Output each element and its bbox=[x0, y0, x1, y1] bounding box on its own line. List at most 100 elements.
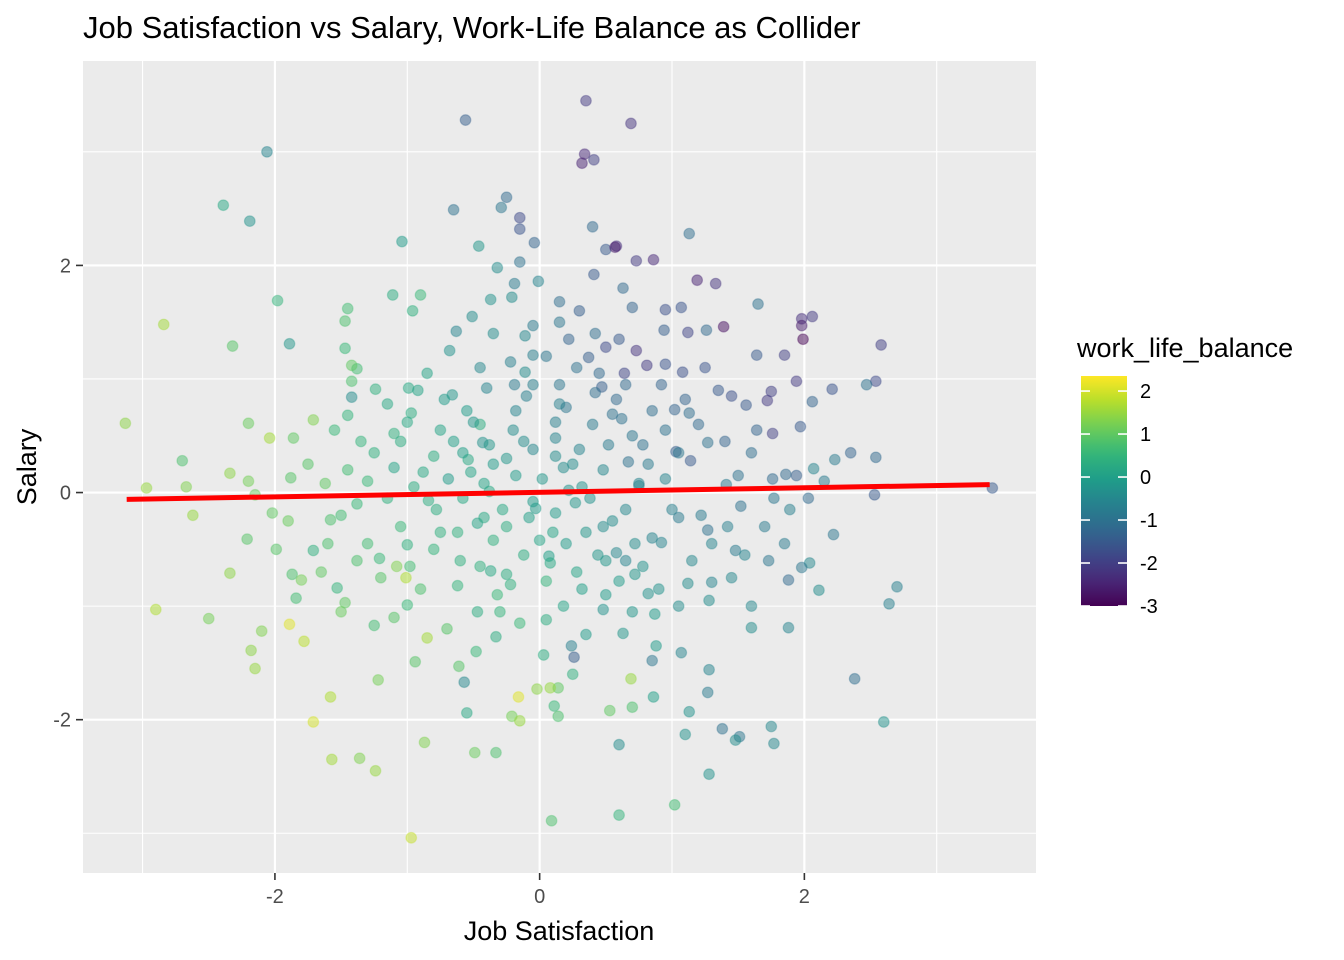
data-point bbox=[691, 274, 704, 287]
data-point bbox=[589, 386, 602, 399]
data-point bbox=[505, 291, 518, 304]
data-point bbox=[351, 554, 363, 567]
data-point bbox=[765, 385, 778, 398]
data-point bbox=[157, 318, 170, 331]
data-point bbox=[765, 720, 778, 733]
data-point bbox=[813, 584, 825, 597]
data-point bbox=[679, 728, 692, 741]
data-point bbox=[573, 443, 586, 456]
data-point bbox=[573, 304, 586, 317]
data-point bbox=[797, 333, 809, 346]
data-point bbox=[369, 383, 382, 396]
data-point bbox=[517, 549, 530, 561]
data-point bbox=[508, 378, 521, 391]
data-point bbox=[646, 532, 659, 544]
x-axis-title: Job Satisfaction bbox=[464, 916, 655, 946]
data-point bbox=[806, 310, 819, 323]
data-point bbox=[345, 391, 358, 404]
data-point bbox=[576, 583, 588, 595]
data-point bbox=[396, 235, 408, 248]
x-tick-label: 2 bbox=[799, 886, 810, 908]
data-point bbox=[606, 515, 619, 527]
data-point bbox=[766, 473, 779, 485]
data-point bbox=[675, 646, 688, 659]
data-point bbox=[568, 651, 580, 664]
data-point bbox=[580, 628, 592, 641]
data-point bbox=[622, 455, 635, 468]
data-point bbox=[242, 475, 255, 488]
data-point bbox=[500, 568, 513, 581]
data-point bbox=[717, 320, 730, 333]
x-tick-label: -2 bbox=[266, 886, 284, 908]
data-point bbox=[779, 468, 792, 481]
data-point bbox=[606, 408, 619, 421]
data-point bbox=[487, 458, 500, 471]
data-point bbox=[490, 746, 502, 759]
data-point bbox=[401, 538, 414, 551]
data-point bbox=[848, 672, 861, 685]
data-point bbox=[319, 477, 332, 490]
data-point bbox=[509, 469, 522, 482]
data-point bbox=[629, 537, 641, 550]
data-point bbox=[468, 746, 481, 759]
data-point bbox=[591, 549, 604, 561]
data-point bbox=[270, 543, 283, 556]
data-point bbox=[478, 477, 490, 490]
data-point bbox=[700, 324, 713, 337]
trend-line bbox=[126, 482, 990, 502]
data-point bbox=[695, 509, 708, 522]
data-point bbox=[629, 568, 641, 581]
data-point bbox=[286, 568, 299, 581]
data-point bbox=[406, 304, 419, 317]
data-point bbox=[659, 473, 672, 485]
data-point bbox=[459, 114, 472, 126]
data-point bbox=[217, 199, 230, 212]
data-point bbox=[725, 390, 738, 402]
data-point bbox=[500, 452, 513, 465]
data-point bbox=[328, 424, 341, 436]
data-point bbox=[447, 435, 460, 448]
data-point bbox=[758, 520, 771, 533]
data-point bbox=[290, 592, 303, 605]
data-point bbox=[703, 663, 715, 676]
data-point bbox=[570, 566, 583, 578]
data-point bbox=[570, 361, 583, 374]
data-point bbox=[588, 268, 600, 281]
colorbar-tick-label: -1 bbox=[1140, 510, 1158, 532]
data-point bbox=[794, 420, 807, 433]
data-point bbox=[569, 496, 582, 509]
data-point bbox=[386, 289, 399, 301]
data-point bbox=[438, 393, 451, 406]
data-point bbox=[500, 191, 513, 204]
data-point bbox=[642, 458, 655, 471]
data-point bbox=[544, 681, 557, 694]
data-point bbox=[450, 325, 463, 338]
data-point bbox=[768, 737, 780, 750]
data-point bbox=[668, 403, 681, 416]
data-point bbox=[549, 432, 562, 444]
data-point bbox=[119, 417, 132, 430]
data-point bbox=[324, 691, 337, 703]
data-point bbox=[302, 458, 314, 471]
data-point bbox=[778, 537, 791, 550]
data-point bbox=[261, 145, 273, 158]
data-point bbox=[467, 416, 480, 429]
data-point bbox=[321, 537, 334, 550]
data-point bbox=[806, 395, 819, 408]
colorbar-tick-label: 0 bbox=[1140, 467, 1151, 489]
data-point bbox=[480, 382, 493, 394]
data-point bbox=[528, 236, 541, 249]
data-point bbox=[513, 256, 526, 268]
data-point bbox=[732, 469, 745, 482]
data-point bbox=[353, 752, 366, 765]
data-point bbox=[684, 454, 697, 467]
data-point bbox=[557, 600, 570, 613]
chart-title: Job Satisfaction vs Salary, Work-Life Ba… bbox=[83, 10, 861, 45]
data-point bbox=[675, 301, 688, 314]
data-point bbox=[271, 294, 284, 307]
data-point bbox=[202, 612, 215, 625]
data-points bbox=[119, 94, 999, 844]
data-point bbox=[740, 399, 753, 412]
data-point bbox=[729, 734, 742, 747]
data-point bbox=[513, 223, 526, 235]
